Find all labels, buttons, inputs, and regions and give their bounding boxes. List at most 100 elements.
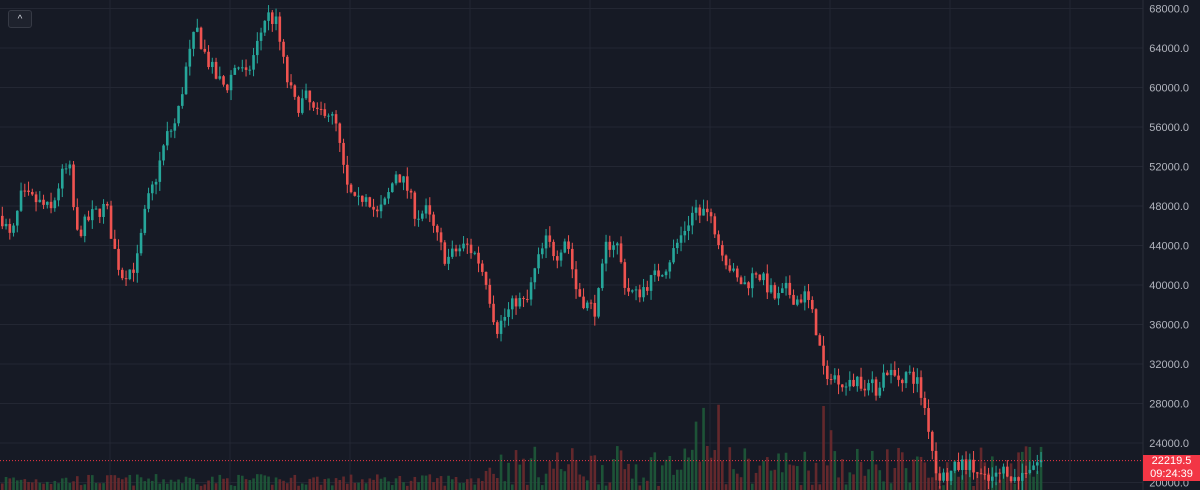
volume-bar	[743, 448, 747, 490]
volume-bar	[769, 470, 773, 490]
candle-body	[852, 379, 855, 387]
candle-body	[574, 269, 578, 290]
volume-bar	[256, 474, 259, 490]
candle-body	[582, 296, 585, 309]
candle-body	[203, 48, 207, 52]
candle-body	[289, 82, 293, 86]
candle-body	[777, 292, 780, 299]
candle-body	[586, 302, 589, 309]
volume-bar	[582, 476, 585, 490]
volume-bar	[424, 475, 428, 490]
volume-bar	[559, 469, 563, 490]
candle-body	[874, 379, 878, 396]
candle-body	[766, 273, 769, 293]
candle-body	[844, 386, 848, 388]
volume-bar	[391, 485, 394, 490]
collapse-legend-button[interactable]: ^	[8, 10, 32, 28]
volume-bar	[878, 470, 882, 490]
candle-body	[964, 459, 968, 471]
candle-body	[537, 254, 540, 269]
candle-body	[424, 205, 428, 214]
candle-body	[106, 204, 109, 206]
volume-bar	[46, 481, 49, 490]
volume-bar	[364, 483, 368, 490]
candle-body	[31, 192, 34, 195]
candle-body	[912, 371, 915, 384]
candle-body	[514, 298, 518, 307]
volume-bar	[128, 474, 132, 490]
volume-bar	[136, 474, 139, 490]
price-axis[interactable]: 20000.024000.028000.032000.036000.040000…	[1142, 0, 1189, 490]
candle-body	[458, 248, 462, 252]
candle-body	[117, 248, 120, 270]
volume-bar	[792, 465, 795, 490]
volume-bar	[976, 471, 979, 490]
volume-bar	[788, 464, 792, 490]
volume-bar	[994, 482, 998, 490]
candle-body	[293, 85, 297, 97]
candle-body	[661, 275, 664, 277]
volume-bar	[499, 454, 503, 490]
price-tick-label: 28000.0	[1149, 399, 1189, 411]
volume-bar	[1, 483, 4, 490]
candle-body	[323, 109, 327, 116]
candle-body	[649, 275, 653, 291]
candle-body	[968, 459, 972, 471]
volume-bar	[432, 482, 435, 490]
candle-body	[597, 288, 600, 317]
price-tick-label: 24000.0	[1149, 438, 1189, 450]
volume-bar	[83, 484, 87, 490]
volume-bar	[556, 452, 559, 490]
volume-bar	[578, 474, 582, 490]
candle-body	[4, 223, 8, 227]
volume-bar	[421, 475, 424, 490]
grid-lines	[0, 0, 1143, 490]
candle-body	[634, 289, 638, 291]
volume-bar	[863, 475, 867, 490]
candle-body	[53, 200, 57, 209]
candle-body	[263, 20, 267, 33]
volume-bar	[121, 479, 124, 490]
candle-body	[177, 105, 180, 124]
volume-bar	[259, 474, 263, 490]
volume-bar	[931, 477, 934, 490]
candle-body	[934, 450, 938, 474]
volume-bar	[1036, 471, 1039, 490]
candle-body	[1006, 466, 1009, 477]
candle-body	[188, 48, 192, 67]
candle-body	[901, 379, 904, 384]
candle-body	[49, 201, 53, 209]
candle-body	[818, 335, 822, 346]
volume-bar	[724, 484, 728, 490]
candle-body	[162, 145, 165, 161]
volume-bar	[826, 465, 829, 490]
volume-bar	[87, 474, 90, 490]
candle-body	[229, 74, 233, 91]
candle-body	[274, 16, 278, 24]
volume-bar	[698, 461, 702, 490]
volume-bar	[503, 481, 507, 490]
volume-bar	[612, 458, 615, 490]
candle-body	[646, 287, 649, 291]
candle-body	[792, 294, 795, 305]
volume-bar	[271, 484, 274, 490]
candle-body	[593, 302, 597, 317]
candle-body	[507, 309, 510, 317]
volume-bar	[319, 484, 323, 490]
candle-body	[226, 84, 229, 91]
candle-body	[113, 238, 117, 249]
volume-bar	[12, 477, 15, 490]
candle-body	[676, 242, 679, 249]
candle-body	[76, 207, 79, 230]
volume-bar	[308, 478, 312, 490]
candle-body	[706, 208, 709, 213]
candle-body	[147, 193, 150, 209]
candle-body	[23, 190, 27, 192]
volume-bar	[323, 479, 327, 490]
volume-bar	[109, 475, 113, 490]
candle-body	[252, 55, 255, 70]
candle-body	[529, 282, 533, 300]
volume-bar	[908, 482, 912, 490]
